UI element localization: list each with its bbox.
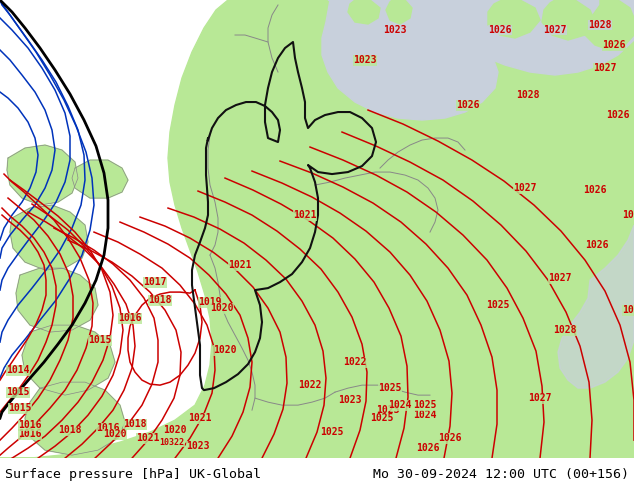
Text: 1028: 1028 (516, 90, 540, 100)
Text: 1024: 1024 (413, 410, 437, 420)
Text: 1026: 1026 (417, 443, 440, 453)
Text: 1023: 1023 (622, 210, 634, 220)
Text: 1023: 1023 (383, 25, 407, 35)
Text: 1026: 1026 (488, 25, 512, 35)
Text: 1026: 1026 (456, 100, 480, 110)
Polygon shape (585, 0, 634, 50)
Polygon shape (0, 0, 634, 458)
Text: 1016: 1016 (96, 423, 120, 433)
Text: 1020: 1020 (163, 425, 187, 435)
Text: 1025: 1025 (378, 383, 402, 393)
Text: 1021: 1021 (228, 260, 252, 270)
Text: 1015: 1015 (6, 387, 30, 397)
Polygon shape (328, 0, 634, 75)
Text: 1015: 1015 (88, 335, 112, 345)
Text: 1028: 1028 (588, 20, 612, 30)
Text: 1025: 1025 (320, 427, 344, 437)
Text: 1015: 1015 (8, 403, 32, 413)
Text: 1026: 1026 (583, 185, 607, 195)
Text: 1020: 1020 (103, 429, 127, 439)
Text: 1019: 1019 (198, 297, 222, 307)
Text: 1017: 1017 (143, 277, 167, 287)
Text: 1026: 1026 (602, 40, 626, 50)
Text: 1026: 1026 (606, 110, 630, 120)
Text: Surface pressure [hPa] UK-Global: Surface pressure [hPa] UK-Global (5, 467, 261, 481)
Polygon shape (542, 0, 595, 40)
Polygon shape (7, 145, 78, 205)
Text: 1022: 1022 (343, 357, 366, 367)
Polygon shape (348, 0, 380, 24)
Text: 1014: 1014 (6, 365, 30, 375)
Text: 1023: 1023 (339, 395, 362, 405)
Polygon shape (25, 382, 125, 455)
Polygon shape (488, 0, 540, 38)
Text: 1026: 1026 (585, 240, 609, 250)
Text: 1020: 1020 (213, 345, 236, 355)
Text: 1023: 1023 (376, 405, 400, 415)
Text: 1025: 1025 (413, 400, 437, 410)
Text: 1022: 1022 (298, 380, 321, 390)
Polygon shape (322, 0, 498, 120)
Text: 1023: 1023 (353, 55, 377, 65)
Text: 1016: 1016 (119, 313, 142, 323)
Text: 1027: 1027 (528, 393, 552, 403)
Text: 1021: 1021 (294, 210, 317, 220)
Polygon shape (10, 205, 88, 270)
Polygon shape (22, 325, 115, 395)
Text: 1025: 1025 (370, 413, 394, 423)
Polygon shape (558, 225, 634, 388)
Text: 1028: 1028 (553, 325, 577, 335)
Text: 1027: 1027 (593, 63, 617, 73)
Text: 1018: 1018 (58, 425, 82, 435)
Polygon shape (386, 0, 412, 24)
Text: 1016: 1016 (18, 420, 42, 430)
Text: 1021: 1021 (136, 433, 160, 443)
Text: 1027: 1027 (543, 25, 567, 35)
Text: 10322: 10322 (160, 438, 184, 447)
Text: 1023: 1023 (186, 441, 210, 451)
Text: 1021: 1021 (188, 413, 212, 423)
Text: 1016: 1016 (18, 429, 42, 439)
Text: 1018: 1018 (123, 419, 146, 429)
Text: 1027: 1027 (548, 273, 572, 283)
Text: Mo 30-09-2024 12:00 UTC (00+156): Mo 30-09-2024 12:00 UTC (00+156) (373, 467, 629, 481)
Text: 1026: 1026 (438, 433, 462, 443)
Text: 1027: 1027 (514, 183, 537, 193)
Text: 1025: 1025 (486, 300, 510, 310)
Text: 1025: 1025 (622, 305, 634, 315)
Polygon shape (72, 160, 128, 198)
Text: 1018: 1018 (148, 295, 172, 305)
Text: 1020: 1020 (210, 303, 234, 313)
Polygon shape (16, 268, 98, 332)
Text: 1024: 1024 (388, 400, 411, 410)
